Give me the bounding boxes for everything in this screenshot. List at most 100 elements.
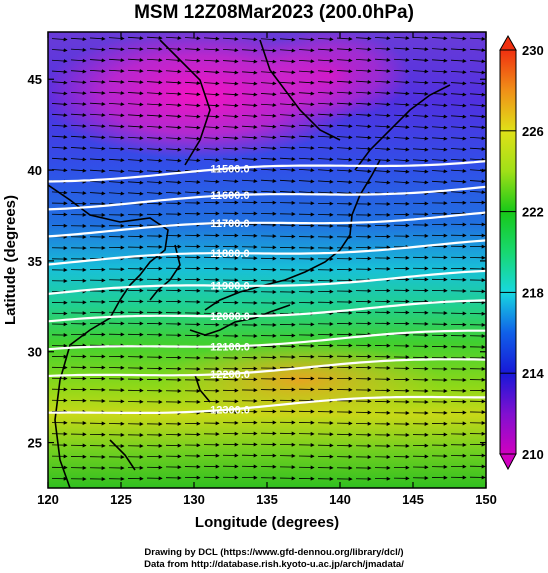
wind-arrow	[469, 114, 486, 119]
y-axis-ticks: 25 30 35 40 45	[28, 72, 486, 451]
wind-arrow	[336, 91, 353, 95]
wind-arrow	[355, 47, 372, 52]
colorbar-label: 226	[522, 124, 544, 139]
wind-arrow	[222, 59, 239, 64]
wind-arrow	[51, 59, 68, 64]
wind-arrow	[393, 180, 410, 185]
wind-arrow	[317, 123, 334, 128]
colorbar-label: 230	[522, 43, 544, 58]
wind-arrow	[184, 136, 201, 141]
wind-arrow	[317, 190, 334, 195]
wind-arrow	[412, 136, 429, 141]
wind-arrow	[108, 124, 125, 129]
wind-arrow	[298, 80, 315, 85]
wind-arrow	[431, 158, 448, 163]
contour-line	[48, 160, 486, 183]
footer-credit-dcl: Drawing by DCL (https://www.gfd-dennou.o…	[144, 547, 404, 558]
wind-arrow	[279, 146, 296, 151]
wind-arrow	[469, 136, 486, 141]
wind-arrow	[336, 113, 353, 118]
wind-arrow	[165, 103, 182, 108]
wind-arrow	[127, 69, 144, 74]
wind-arrow	[241, 48, 258, 53]
wind-arrow	[146, 147, 163, 152]
wind-arrow	[279, 124, 296, 129]
wind-arrow	[431, 36, 448, 41]
wind-arrow	[336, 180, 353, 185]
wind-arrow	[412, 147, 429, 152]
wind-arrow	[70, 102, 87, 107]
wind-arrow	[89, 69, 106, 74]
contour-label: 11600.0	[210, 190, 249, 202]
wind-arrow	[127, 147, 144, 152]
wind-arrow	[108, 36, 125, 41]
wind-arrow	[298, 113, 315, 118]
x-tick-label: 125	[110, 492, 132, 507]
wind-arrow	[279, 102, 296, 107]
wind-arrow	[146, 91, 163, 96]
wind-arrow	[412, 80, 429, 85]
wind-arrow	[108, 191, 125, 196]
wind-arrow	[184, 81, 201, 86]
wind-arrow	[374, 36, 391, 41]
wind-arrow	[241, 135, 258, 140]
wind-arrow	[146, 102, 163, 107]
wind-arrow	[203, 70, 220, 75]
wind-arrow	[241, 157, 258, 162]
wind-arrow	[165, 69, 182, 74]
wind-arrow	[241, 37, 258, 42]
wind-arrow	[89, 180, 106, 185]
height-contours: 11500.0 11600.0 11700.0 11800.0 11900.0 12000…	[48, 160, 486, 416]
wind-arrow	[51, 37, 68, 42]
wind-arrow	[412, 169, 429, 174]
wind-arrow	[412, 103, 429, 108]
wind-arrow	[222, 70, 239, 75]
wind-arrow	[70, 80, 87, 85]
wind-arrow	[89, 191, 106, 196]
wind-arrow	[279, 81, 296, 86]
colorbar-max-arrow	[499, 34, 517, 51]
x-axis-label: Longitude (degrees)	[195, 514, 339, 531]
wind-arrow	[450, 47, 467, 52]
x-tick-label: 130	[183, 492, 205, 507]
wind-arrow	[241, 179, 258, 184]
wind-arrow	[51, 146, 68, 151]
wind-arrow	[184, 179, 201, 184]
wind-arrow	[146, 169, 163, 174]
wind-arrow	[469, 125, 486, 130]
wind-arrow	[222, 36, 239, 41]
colorbar-min-arrow	[499, 453, 517, 471]
wind-arrow	[469, 179, 486, 184]
wind-arrow	[260, 135, 277, 140]
wind-arrow	[184, 69, 201, 74]
wind-arrow	[450, 58, 467, 63]
wind-arrow	[279, 70, 296, 75]
wind-arrow	[298, 37, 315, 42]
wind-arrow	[260, 190, 277, 195]
wind-arrow	[412, 91, 429, 96]
wind-arrow	[317, 146, 334, 151]
plot-area: 11500.0 11600.0 11700.0 11800.0 11900.0 12000…	[48, 32, 486, 488]
wind-arrow	[146, 80, 163, 85]
wind-arrow	[184, 147, 201, 152]
wind-arrow	[298, 69, 315, 74]
wind-arrow	[184, 158, 201, 163]
wind-arrow	[165, 169, 182, 174]
contour-label: 12100.0	[210, 341, 250, 353]
wind-arrow	[431, 103, 448, 108]
contour-label: 12200.0	[210, 369, 250, 381]
colorbar-label: 210	[522, 447, 544, 462]
wind-arrow	[108, 113, 125, 118]
wind-arrow	[70, 112, 87, 117]
wind-arrow	[70, 135, 87, 140]
wind-arrow	[51, 91, 68, 96]
wind-arrow	[298, 124, 315, 129]
wind-arrow	[241, 81, 258, 86]
wind-arrow	[146, 46, 163, 51]
wind-arrow	[450, 158, 467, 163]
wind-arrow	[203, 179, 220, 184]
wind-arrow	[146, 158, 163, 163]
wind-arrow	[51, 102, 68, 107]
contour-label: 12300.0	[210, 404, 250, 416]
wind-arrow	[317, 179, 334, 184]
